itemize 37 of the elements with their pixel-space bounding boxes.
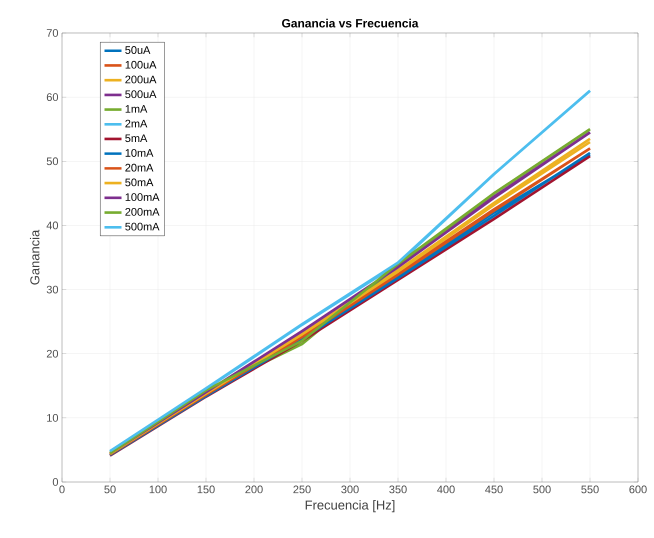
x-tick-label: 350 — [389, 486, 407, 494]
x-tick-label: 300 — [341, 486, 359, 494]
legend-label: 1mA — [126, 105, 148, 113]
y-tick-label: 60 — [46, 93, 58, 102]
legend-label: 20mA — [125, 164, 154, 172]
y-tick-label: 20 — [46, 350, 58, 358]
legend-label: 50mA — [125, 178, 154, 186]
legend-label: 5mA — [125, 134, 148, 142]
x-tick-label: 150 — [198, 486, 215, 494]
x-tick-label: 550 — [581, 486, 599, 494]
legend-label: 500uA — [125, 90, 156, 98]
y-axis-title: Ganancia — [30, 230, 40, 285]
chart-title: Ganancia vs Frecuencia — [282, 18, 419, 28]
y-tick-label: 40 — [46, 222, 58, 230]
legend-label: 50uA — [125, 46, 150, 54]
x-tick-label: 450 — [485, 486, 503, 494]
legend-label: 2mA — [125, 120, 148, 128]
x-tick-label: 50 — [104, 486, 116, 494]
x-tick-label: 400 — [437, 486, 455, 494]
legend-label: 100mA — [126, 193, 160, 202]
x-tick-label: 0 — [59, 486, 65, 494]
legend-label: 500mA — [125, 222, 160, 230]
x-tick-label: 500 — [533, 486, 551, 494]
y-tick-label: 30 — [46, 286, 58, 294]
legend-label: 10mA — [126, 149, 154, 157]
x-axis-title: Frecuencia [Hz] — [306, 500, 394, 512]
x-tick-label: 250 — [293, 486, 311, 494]
y-tick-label: 70 — [46, 29, 58, 37]
x-tick-label: 200 — [245, 486, 263, 494]
y-tick-label: 0 — [52, 478, 58, 486]
x-tick-label: 600 — [629, 486, 647, 494]
legend-label: 100uA — [126, 60, 156, 69]
legend-label: 200uA — [125, 76, 156, 84]
legend-label: 200mA — [125, 208, 160, 216]
y-tick-label: 10 — [47, 414, 58, 422]
y-tick-label: 50 — [46, 157, 58, 166]
x-tick-label: 100 — [150, 486, 167, 494]
